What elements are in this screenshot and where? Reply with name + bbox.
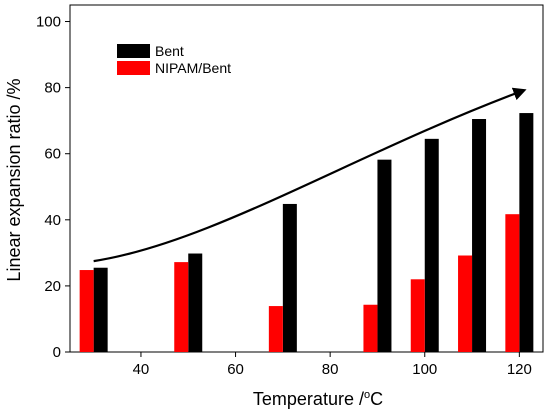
bar-nipam-bent-70 — [268, 306, 283, 352]
bar-bent-100 — [424, 138, 439, 352]
y-tick-label-80: 80 — [44, 80, 61, 97]
bar-bent-110 — [472, 119, 487, 352]
bar-nipam-bent-50 — [174, 262, 189, 352]
x-tick-label-80: 80 — [322, 361, 339, 378]
bar-nipam-bent-120 — [505, 214, 520, 352]
bar-nipam-bent-30 — [79, 270, 94, 352]
bar-bent-90 — [377, 159, 392, 352]
y-axis: 0 20 40 60 80 100 — [36, 14, 70, 361]
legend: Bent NIPAM/Bent — [117, 43, 231, 76]
y-tick-label-40: 40 — [44, 212, 61, 229]
x-tick-label-40: 40 — [133, 361, 150, 378]
bar-nipam-bent-110 — [458, 255, 473, 352]
x-axis-title: Temperature /oC — [253, 389, 383, 409]
x-tick-label-100: 100 — [412, 361, 437, 378]
x-axis: 40 60 80 100 120 — [133, 352, 532, 378]
x-tick-label-120: 120 — [507, 361, 532, 378]
bar-bent-120 — [519, 113, 534, 353]
y-tick-label-20: 20 — [44, 278, 61, 295]
y-axis-title: Linear expansion ratio /% — [4, 78, 24, 281]
bar-bent-30 — [93, 267, 108, 352]
y-tick-label-0: 0 — [53, 344, 61, 361]
legend-label-bent: Bent — [155, 43, 184, 59]
y-tick-label-60: 60 — [44, 146, 61, 163]
bar-bent-70 — [282, 203, 297, 352]
bar-bent-50 — [188, 253, 203, 352]
bar-nipam-bent-90 — [363, 304, 378, 352]
trend-arrow — [93, 87, 527, 263]
bar-layer — [79, 113, 534, 353]
legend-swatch-nipam-bent — [117, 61, 150, 75]
y-tick-label-100: 100 — [36, 14, 61, 31]
legend-swatch-bent — [117, 44, 150, 58]
bar-nipam-bent-100 — [410, 279, 425, 352]
legend-label-nipam-bent: NIPAM/Bent — [155, 60, 231, 76]
x-tick-label-60: 60 — [227, 361, 244, 378]
